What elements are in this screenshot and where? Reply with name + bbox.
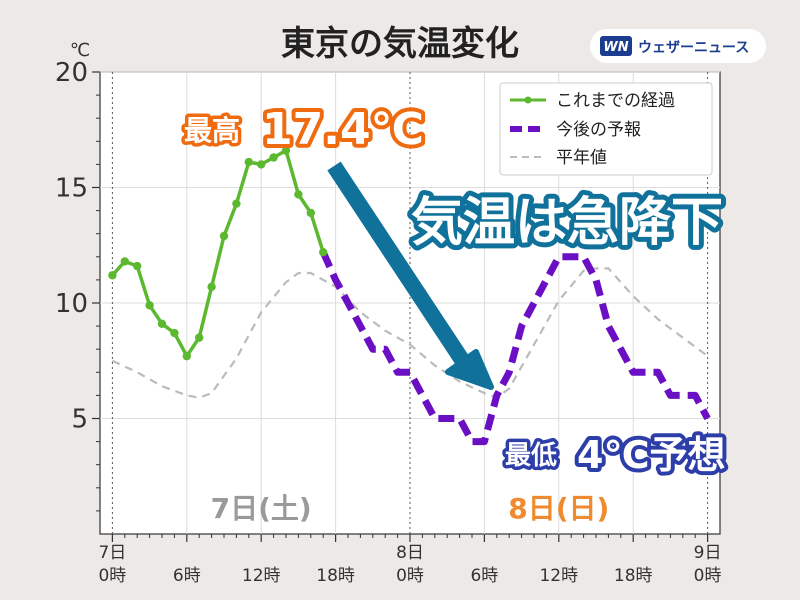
headline-arrow: [327, 161, 494, 390]
observed-point: [157, 319, 167, 328]
x-tick-hour-label: 0時: [396, 566, 424, 586]
series-observed-line: [111, 148, 325, 358]
legend-label-normal: 平年値: [556, 148, 607, 168]
legend-marker-observed: [524, 96, 532, 104]
max-temp-value: 17.4℃: [262, 104, 424, 155]
x-tick-day-label: 7日: [98, 543, 126, 563]
legend-label-forecast: 今後の予報: [556, 120, 641, 140]
series-normal-line: [111, 267, 709, 399]
observed-point: [145, 301, 154, 310]
grid-lines: [100, 71, 720, 534]
x-tick-hour-label: 12時: [242, 566, 281, 586]
day-label: 7日(土): [211, 492, 312, 525]
y-axis-ticks: 5 10 15 20: [55, 58, 100, 512]
observed-point: [120, 257, 129, 266]
legend-label-observed: これまでの経過: [556, 91, 675, 111]
observed-point: [257, 160, 266, 169]
y-tick-label: 10: [55, 289, 88, 319]
y-tick-label: 15: [55, 174, 88, 204]
x-tick-hour-label: 6時: [470, 566, 498, 586]
x-tick-hour-label: 0時: [694, 566, 722, 586]
series-forecast-line: [320, 250, 711, 446]
logo-mark: WN: [603, 40, 628, 55]
brand-name: ウェザーニュース: [638, 40, 749, 56]
observed-point: [108, 271, 117, 280]
y-tick-label: 20: [55, 58, 88, 88]
observed-point: [207, 282, 216, 292]
observed-point: [170, 328, 179, 338]
x-tick-day-label: 8日: [396, 543, 424, 563]
observed-point: [306, 208, 315, 218]
min-temp-callout: 最低 4℃予想: [502, 429, 730, 481]
observed-point: [182, 351, 191, 361]
x-tick-hour-label: 0時: [98, 566, 126, 586]
x-tick-hour-label: 12時: [539, 566, 578, 586]
observed-point: [232, 199, 241, 208]
x-tick-hour-label: 6時: [173, 566, 201, 586]
max-temp-prefix: 最高: [184, 114, 240, 147]
observed-point: [244, 157, 253, 167]
observed-point: [281, 146, 291, 155]
observed-point: [319, 247, 328, 257]
chart-title: 東京の気温変化: [281, 24, 519, 64]
min-temp-value: 4℃予想: [577, 433, 725, 477]
x-tick-hour-label: 18時: [316, 566, 355, 586]
observed-point: [133, 261, 142, 271]
x-tick-day-label: 9日: [694, 543, 722, 563]
observed-point: [195, 333, 204, 342]
observed-point: [219, 231, 229, 241]
weathernews-logo-icon: [600, 36, 632, 56]
day-labels: 7日(土) 8日(日): [211, 492, 610, 525]
day-label: 8日(日): [508, 492, 609, 525]
y-axis-unit: ℃: [70, 40, 90, 61]
headline-text: 気温は急降下: [411, 193, 723, 253]
observed-point: [294, 190, 303, 199]
min-temp-prefix: 最低: [505, 441, 557, 471]
x-tick-hour-label: 18時: [614, 566, 653, 586]
brand-logo: WN ウェザーニュース: [590, 29, 766, 63]
observed-point: [269, 153, 278, 162]
x-axis-ticks: 7日 0時 6時 12時 18時 8日 0時 6時 12時 18時 9日 0時: [98, 534, 722, 586]
max-temp-callout: 最高 17.4℃: [181, 100, 428, 159]
legend: これまでの経過 今後の予報 平年値: [499, 82, 713, 176]
y-tick-label: 5: [71, 405, 88, 435]
series-lines: [108, 146, 711, 446]
